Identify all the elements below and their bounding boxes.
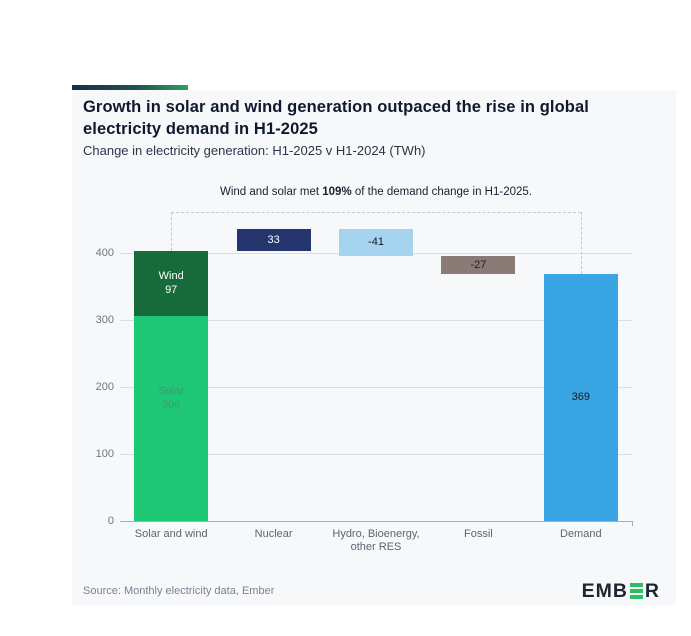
bar-nuclear[interactable] (236, 228, 311, 251)
y-axis-tick-label: 400 (95, 246, 114, 259)
gridline-200 (120, 386, 632, 388)
ember-logo-text-emb: EMB (581, 579, 628, 602)
bar-value-label-nuclear: 33 (267, 233, 280, 246)
bar-wind[interactable] (134, 250, 209, 316)
bar-value-label-demand: 369 (571, 391, 590, 404)
bracket-horizontal-dashed-line (171, 212, 581, 213)
gridline-0 (120, 521, 632, 522)
bar-solar[interactable] (134, 315, 209, 521)
bar-demand[interactable] (543, 273, 618, 521)
y-axis-tick-label: 100 (95, 447, 114, 460)
annotation-suffix: of the demand change in H1-2025. (351, 186, 532, 198)
ember-logo-text-r: R (644, 579, 660, 602)
y-axis-tick-label: 0 (107, 515, 114, 527)
bar-hydro-bioenergy-other-res[interactable] (339, 228, 413, 257)
gridline-300 (120, 319, 632, 321)
y-axis-tick-label: 300 (95, 313, 114, 326)
gridline-100 (120, 453, 632, 455)
bracket-right-dashed-line (580, 212, 582, 274)
x-axis-category-label: Fossil (464, 528, 493, 540)
chart-footer: Source: Monthly electricity data, Ember … (83, 578, 660, 604)
x-axis-category-label: Demand (560, 528, 602, 540)
y-axis-tick-label: 200 (95, 380, 114, 393)
ember-logo: EMB R (582, 580, 660, 603)
annotation-text: Wind and solar met 109% of the demand ch… (120, 186, 632, 198)
x-axis-end-tick (632, 521, 633, 526)
bar-value-label-fossil: -27 (470, 259, 487, 272)
chart-subtitle: Change in electricity generation: H1-202… (83, 143, 426, 158)
bar-value-label-wind: Wind 97 (158, 270, 184, 297)
x-axis-category-label: Solar and wind (134, 528, 208, 540)
x-axis-category-label: Hydro, Bioenergy, other RES (332, 528, 420, 553)
chart-title: Growth in solar and wind generation outp… (83, 98, 589, 138)
x-axis-category-label: Nuclear (254, 528, 293, 540)
ember-logo-e-bars-icon (629, 583, 643, 599)
bracket-left-dashed-line (171, 212, 173, 251)
bar-fossil[interactable] (441, 256, 516, 275)
chart-card: Growth in solar and wind generation outp… (72, 90, 676, 605)
bar-value-label-solar: Solar 306 (158, 384, 185, 411)
annotation-highlight: 109% (322, 186, 352, 198)
annotation-prefix: Wind and solar met (220, 186, 323, 198)
source-note: Source: Monthly electricity data, Ember (83, 585, 275, 597)
bar-value-label-hydro-bioenergy-other-res: -41 (368, 236, 384, 249)
plot-area: 0 100 200 300 400 Solar 306 Wind 97 Solar and w… (96, 212, 633, 553)
accent-gradient-bar (72, 85, 188, 90)
